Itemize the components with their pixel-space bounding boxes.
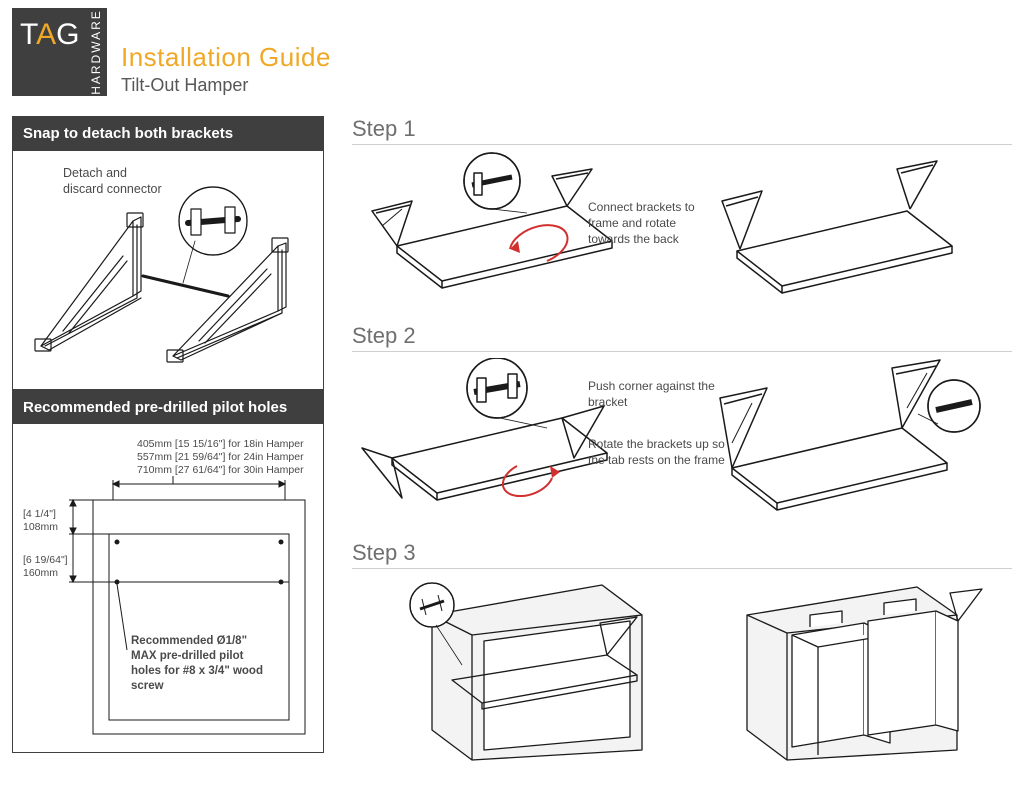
- right-column: Step 1: [332, 116, 1032, 777]
- step3a-diagram-icon: [352, 575, 682, 765]
- pilot-height-1: [4 1/4"] 108mm: [23, 508, 58, 534]
- detach-note: Detach and discard connector: [63, 165, 162, 198]
- logo-hardware: HARDWARE: [89, 9, 103, 95]
- panel-pilot-title: Recommended pre-drilled pilot holes: [13, 391, 323, 425]
- step3-figure-b: [692, 575, 1012, 765]
- step2b-diagram-icon: [692, 358, 992, 528]
- pilot-width-24: 557mm [21 59/64"] for 24in Hamper: [137, 451, 304, 464]
- panel-detach: Snap to detach both brackets Detach and …: [12, 116, 324, 390]
- step1-row: Connect brackets to frame and rotate tow…: [352, 151, 1012, 311]
- pilot-width-18: 405mm [15 15/16"] for 18in Hamper: [137, 438, 304, 451]
- left-column: Snap to detach both brackets Detach and …: [0, 116, 332, 777]
- content: Snap to detach both brackets Detach and …: [0, 116, 1032, 777]
- pilot-height-2: [6 19/64"] 160mm: [23, 554, 68, 580]
- step2-figure-b: [692, 358, 1012, 528]
- step2-row: Push corner against the bracket Rotate t…: [352, 358, 1012, 528]
- step1-figure-a: Connect brackets to frame and rotate tow…: [352, 151, 682, 311]
- panel-pilot-holes: Recommended pre-drilled pilot holes 405m…: [12, 390, 324, 754]
- step3-label: Step 3: [352, 540, 1012, 569]
- detach-figure: Detach and discard connector: [23, 161, 313, 379]
- step1-label: Step 1: [352, 116, 1012, 145]
- step3b-diagram-icon: [692, 575, 992, 765]
- panel-detach-title: Snap to detach both brackets: [13, 117, 323, 151]
- step1b-diagram-icon: [692, 151, 992, 311]
- step3-figure-a: [352, 575, 682, 765]
- step1-figure-b: [692, 151, 1012, 311]
- pilot-diagram-icon: [23, 434, 315, 742]
- logo-text: TAG: [20, 18, 79, 52]
- brand-logo: TAG HARDWARE: [12, 8, 107, 96]
- page-title-block: Installation Guide Tilt-Out Hamper: [107, 8, 331, 96]
- page-title: Installation Guide: [121, 42, 331, 73]
- pilot-figure: 405mm [15 15/16"] for 18in Hamper 557mm …: [23, 434, 313, 742]
- page-subtitle: Tilt-Out Hamper: [121, 75, 331, 96]
- step1-note: Connect brackets to frame and rotate tow…: [588, 199, 708, 248]
- header: TAG HARDWARE Installation Guide Tilt-Out…: [0, 0, 1032, 96]
- pilot-widths: 405mm [15 15/16"] for 18in Hamper 557mm …: [137, 438, 304, 477]
- pilot-width-30: 710mm [27 61/64"] for 30in Hamper: [137, 464, 304, 477]
- pilot-recommendation: Recommended Ø1/8" MAX pre-drilled pilot …: [131, 634, 271, 694]
- step3-row: [352, 575, 1012, 765]
- step2-label: Step 2: [352, 323, 1012, 352]
- step2-figure-a: Push corner against the bracket Rotate t…: [352, 358, 682, 528]
